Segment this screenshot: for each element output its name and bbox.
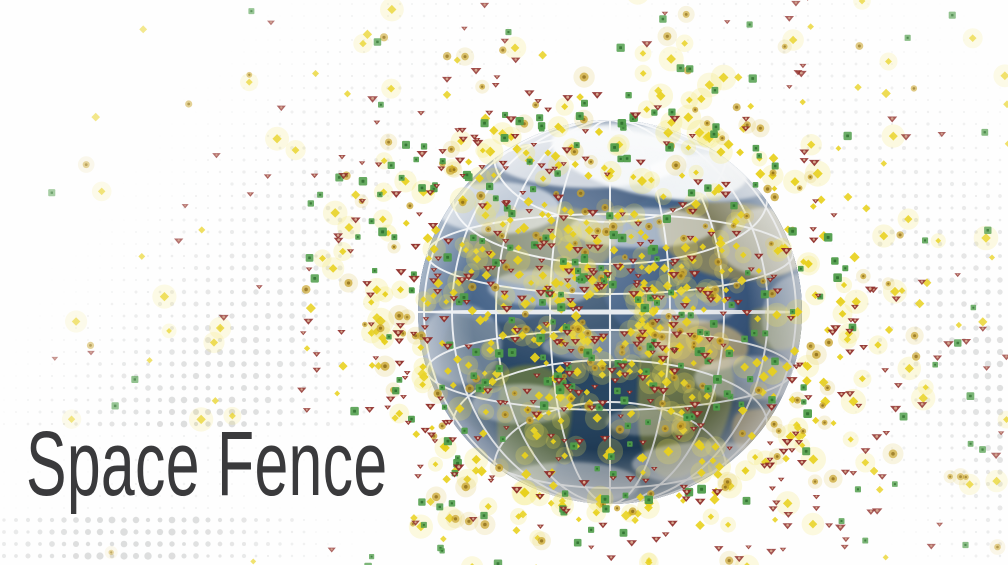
page-title: Space Fence	[26, 413, 388, 515]
title-block: Space Fence	[26, 418, 574, 510]
